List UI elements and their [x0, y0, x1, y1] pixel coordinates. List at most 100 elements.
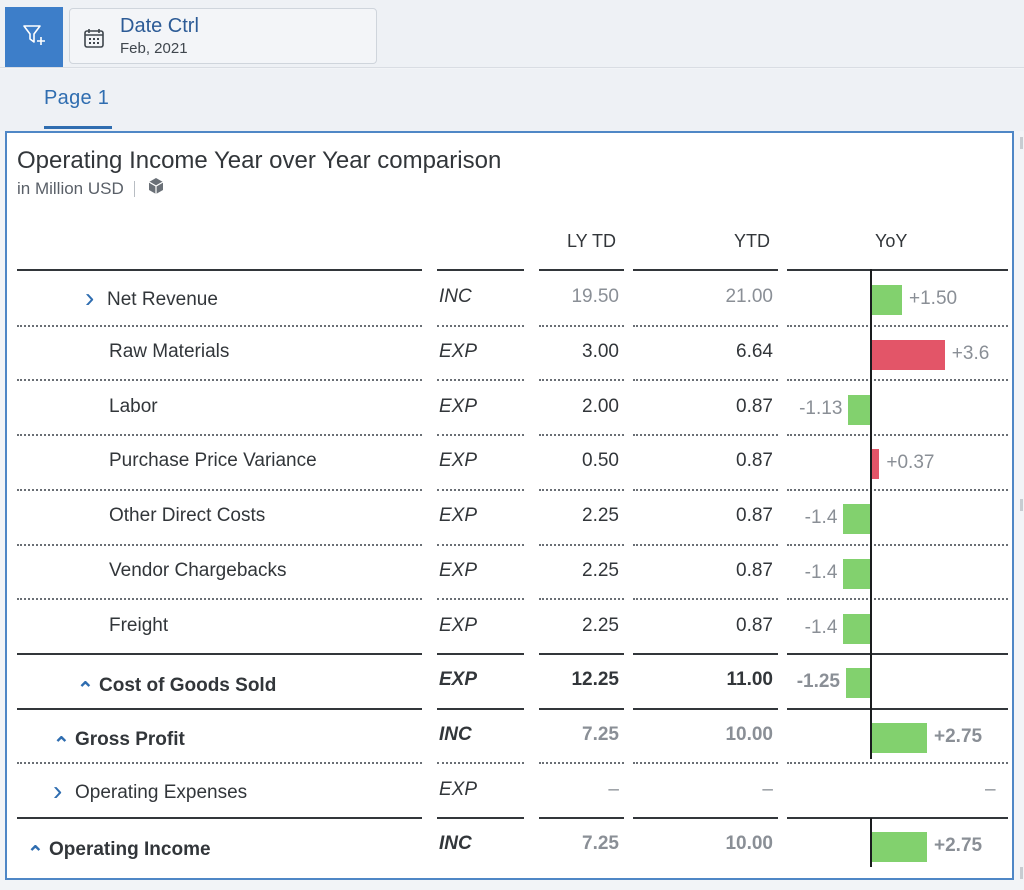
chevron-up-icon[interactable]: ⌃	[53, 733, 70, 756]
row-separator	[437, 762, 524, 765]
yoy-bar[interactable]	[872, 832, 927, 863]
ytd-cell: 10.00	[725, 723, 773, 745]
row-separator	[437, 488, 524, 491]
row-label: Purchase Price Variance	[109, 450, 317, 472]
account-type-cell: EXP	[439, 669, 478, 691]
column-header-yoy[interactable]: YoY	[875, 231, 908, 251]
row-label: Freight	[109, 614, 169, 636]
row-label: Vendor Chargebacks	[109, 559, 287, 581]
row-label: Operating Expenses	[75, 781, 248, 803]
yoy-bar[interactable]	[872, 449, 880, 480]
header-underline	[787, 269, 1008, 271]
account-type-cell: EXP	[439, 778, 478, 800]
yoy-bar[interactable]	[848, 394, 871, 425]
row-label-cell[interactable]: › Net Revenue	[85, 282, 218, 314]
row-label-cell[interactable]: Freight	[109, 615, 168, 637]
ytd-cell: 0.87	[736, 450, 773, 472]
resize-handle[interactable]	[1020, 499, 1023, 511]
ytd-cell: 0.87	[736, 559, 773, 581]
column-header-ytd[interactable]: YTD	[734, 231, 770, 251]
row-separator	[787, 543, 1008, 546]
row-label-cell[interactable]: Vendor Chargebacks	[109, 560, 286, 582]
row-label-cell[interactable]: ⌃ Gross Profit	[53, 724, 185, 757]
yoy-bar[interactable]	[843, 558, 871, 589]
row-separator	[17, 379, 422, 382]
row-separator	[633, 598, 778, 601]
resize-handle[interactable]	[1020, 867, 1023, 879]
row-separator	[539, 817, 624, 819]
yoy-value-label: +2.75	[934, 725, 983, 747]
chevron-up-icon[interactable]: ⌃	[77, 679, 94, 702]
row-separator	[539, 488, 624, 491]
account-type-cell: EXP	[439, 505, 478, 527]
yoy-bar[interactable]	[843, 613, 871, 644]
ytd-cell: 0.87	[736, 614, 773, 636]
row-separator	[787, 817, 1008, 819]
yoy-value-label: -1.4	[804, 616, 838, 638]
row-separator	[787, 707, 1008, 710]
row-label: Net Revenue	[107, 289, 218, 311]
row-separator	[539, 652, 624, 655]
ly-td-cell: 12.25	[571, 669, 619, 691]
row-separator	[437, 817, 524, 819]
row-label-cell[interactable]: Purchase Price Variance	[109, 450, 317, 472]
ly-td-cell: 0.50	[582, 450, 619, 472]
row-separator	[437, 379, 524, 382]
row-separator	[539, 324, 624, 327]
row-label: Labor	[109, 395, 158, 417]
row-separator	[633, 652, 778, 655]
chevron-up-icon[interactable]: ⌃	[27, 843, 44, 866]
row-separator	[539, 598, 624, 601]
cube-icon[interactable]	[147, 177, 165, 200]
account-type-cell: INC	[439, 833, 472, 855]
row-label-cell[interactable]: ⌃ Cost of Goods Sold	[77, 669, 276, 702]
row-label-cell[interactable]: Raw Materials	[109, 341, 229, 363]
row-separator	[437, 598, 524, 601]
add-filter-button[interactable]	[5, 7, 63, 67]
row-separator	[539, 434, 624, 437]
widget-subtitle: in Million USD	[17, 177, 165, 200]
row-label-cell[interactable]: ⌃ Operating Income	[27, 833, 211, 866]
row-separator	[787, 434, 1008, 437]
chevron-right-icon[interactable]: ›	[85, 282, 95, 314]
ly-td-cell: 2.25	[582, 614, 619, 636]
account-type-cell: INC	[439, 286, 472, 308]
chevron-right-icon[interactable]: ›	[53, 774, 63, 806]
row-separator	[633, 379, 778, 382]
row-separator	[17, 434, 422, 437]
row-label-cell[interactable]: › Operating Expenses	[53, 775, 248, 807]
yoy-bar[interactable]	[843, 504, 871, 535]
resize-handle[interactable]	[1020, 137, 1023, 149]
yoy-value-label: -1.25	[796, 671, 840, 693]
yoy-bar[interactable]	[846, 668, 871, 699]
row-label-cell[interactable]: Labor	[109, 396, 158, 418]
yoy-zero-axis	[870, 818, 872, 867]
account-type-cell: EXP	[439, 450, 478, 472]
row-label: Cost of Goods Sold	[99, 674, 277, 696]
row-separator	[17, 652, 422, 655]
row-separator	[787, 488, 1008, 491]
column-header-ly-td[interactable]: LY TD	[567, 231, 617, 251]
row-separator	[633, 817, 778, 819]
table-widget[interactable]: Operating Income Year over Year comparis…	[5, 131, 1023, 880]
ly-td-cell: –	[608, 778, 619, 800]
row-separator	[17, 324, 422, 327]
yoy-bar[interactable]	[872, 285, 902, 316]
row-label: Other Direct Costs	[109, 505, 266, 527]
add-filter-icon	[21, 22, 47, 53]
ytd-cell: –	[762, 778, 773, 800]
row-separator	[437, 324, 524, 327]
date-control[interactable]: Date Ctrl Feb, 2021	[69, 8, 377, 64]
row-separator	[539, 543, 624, 546]
row-label-cell[interactable]: Other Direct Costs	[109, 505, 265, 527]
yoy-bar[interactable]	[872, 722, 927, 753]
tab-page-1[interactable]: Page 1	[44, 87, 110, 109]
row-separator	[633, 488, 778, 491]
header-underline	[539, 269, 624, 271]
yoy-value-label: -1.4	[804, 507, 838, 529]
account-type-cell: INC	[439, 723, 472, 745]
calendar-icon	[83, 27, 105, 54]
yoy-bar[interactable]	[872, 340, 945, 371]
date-control-title: Date Ctrl	[120, 15, 199, 37]
row-separator	[633, 762, 778, 765]
